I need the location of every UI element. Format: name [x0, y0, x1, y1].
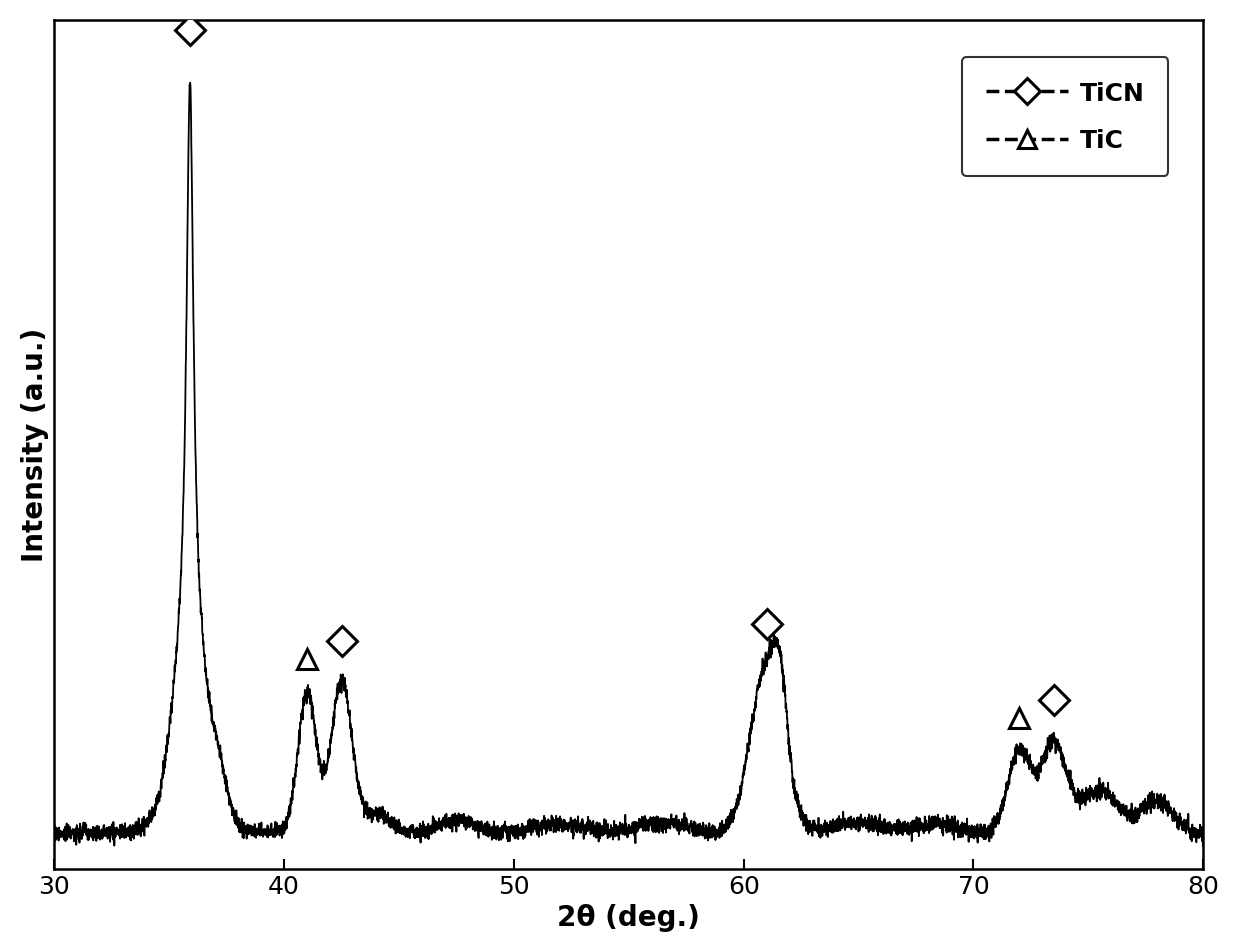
X-axis label: 2θ (deg.): 2θ (deg.) — [557, 903, 701, 931]
Y-axis label: Intensity (a.u.): Intensity (a.u.) — [21, 327, 48, 562]
Legend: TiCN, TiC: TiCN, TiC — [962, 58, 1168, 177]
